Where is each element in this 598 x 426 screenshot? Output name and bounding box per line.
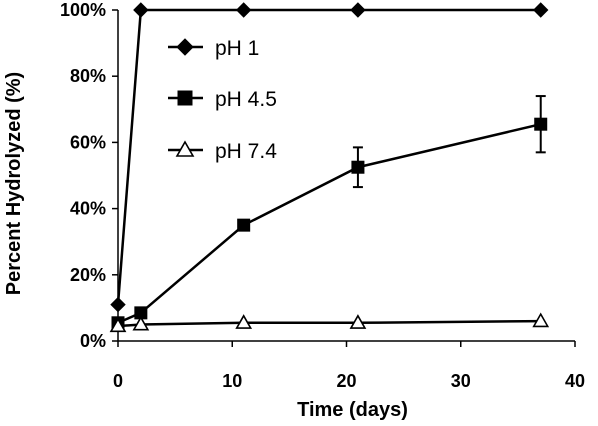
x-axis-ticks: 0 10 20 30 40: [113, 341, 585, 391]
axes: [117, 10, 575, 342]
x-tick-label: 0: [113, 371, 123, 391]
data-point-triangle: [532, 312, 550, 328]
data-point-triangle: [235, 314, 253, 329]
data-point-square: [237, 218, 251, 232]
y-tick-label: 100%: [60, 0, 106, 20]
data-point-diamond: [235, 2, 252, 18]
data-point-diamond: [133, 2, 149, 18]
y-tick-label: 80%: [70, 66, 106, 86]
series-ph-1: [110, 2, 549, 313]
legend: pH 1 pH 4.5 pH 7.4: [168, 37, 277, 163]
x-axis-title: Time (days): [297, 399, 408, 421]
series-line: [117, 319, 541, 328]
x-tick-label: 30: [451, 371, 471, 391]
x-tick-label: 10: [222, 371, 242, 391]
legend-item: pH 4.5: [168, 88, 277, 111]
data-point-triangle: [349, 314, 367, 329]
x-tick-label: 40: [565, 371, 585, 391]
series-ph-7_4: [109, 312, 550, 333]
data-point-diamond: [533, 2, 549, 18]
legend-item: pH 7.4: [168, 140, 277, 163]
legend-label: pH 1: [215, 37, 259, 60]
series-layer: [109, 2, 550, 333]
y-tick-label: 0%: [80, 331, 106, 351]
data-point-diamond: [350, 2, 366, 18]
y-tick-label: 60%: [70, 132, 106, 152]
data-point-diamond: [176, 38, 194, 56]
legend-item: pH 1: [168, 37, 259, 60]
y-tick-label: 40%: [70, 199, 106, 219]
legend-label: pH 4.5: [215, 88, 277, 111]
data-point-square: [534, 117, 548, 131]
series-line: [116, 8, 541, 305]
data-point-square: [177, 90, 193, 106]
y-tick-label: 20%: [70, 265, 106, 285]
legend-label: pH 7.4: [215, 140, 277, 163]
y-axis-title: Percent Hydrolyzed (%): [3, 72, 25, 295]
series-ph-4_5: [111, 95, 548, 330]
x-tick-label: 20: [336, 371, 356, 391]
data-point-square: [351, 160, 365, 174]
data-point-triangle: [109, 317, 127, 333]
data-point-diamond: [110, 296, 126, 313]
data-point-triangle: [132, 315, 150, 331]
y-axis-ticks: 0% 20% 40% 60% 80% 100%: [60, 0, 118, 351]
data-point-triangle: [175, 140, 195, 157]
